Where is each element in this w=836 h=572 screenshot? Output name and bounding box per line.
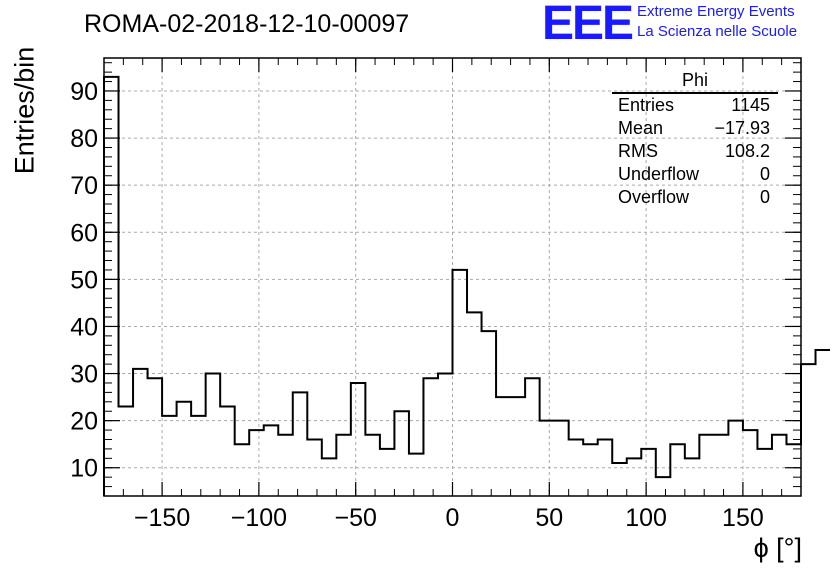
stats-box-title: Phi xyxy=(612,70,778,94)
stats-value: 108.2 xyxy=(724,141,770,161)
y-tick-label: 90 xyxy=(70,78,98,106)
y-tick-label: 30 xyxy=(70,361,98,389)
x-axis-label: ϕ [°] xyxy=(753,533,802,563)
stats-row-entries: Entries 1145 xyxy=(610,94,778,117)
plot-frame xyxy=(103,57,802,497)
x-tick-label: 100 xyxy=(625,504,667,532)
stats-value: 0 xyxy=(759,164,770,184)
y-tick-label: 70 xyxy=(70,172,98,200)
y-tick-label: 10 xyxy=(70,455,98,483)
chart-title: ROMA-02-2018-12-10-00097 xyxy=(84,10,410,38)
stats-label: Overflow xyxy=(618,187,690,207)
x-tick-label: 150 xyxy=(722,504,764,532)
stats-label: Underflow xyxy=(618,164,700,184)
logo-subtitle-1: Extreme Energy Events xyxy=(637,3,795,20)
y-tick-label: 20 xyxy=(70,408,98,436)
y-tick-label: 40 xyxy=(70,313,98,341)
stats-label: Mean xyxy=(618,118,664,138)
x-tick-label: −50 xyxy=(334,504,376,532)
stats-row-mean: Mean −17.93 xyxy=(610,117,778,140)
stats-value: −17.93 xyxy=(714,118,770,138)
x-tick-label: 50 xyxy=(535,504,563,532)
stats-label: RMS xyxy=(618,141,658,161)
x-tick-label: −150 xyxy=(134,504,190,532)
stats-row-underflow: Underflow 0 xyxy=(610,163,778,186)
x-tick-label: −100 xyxy=(231,504,287,532)
axis-ticks xyxy=(103,58,802,496)
stats-label: Entries xyxy=(618,95,675,115)
y-tick-label: 50 xyxy=(70,266,98,294)
stats-value: 0 xyxy=(759,187,770,207)
stats-row-overflow: Overflow 0 xyxy=(610,186,778,209)
stats-row-rms: RMS 108.2 xyxy=(610,140,778,163)
stats-value: 1145 xyxy=(731,95,770,115)
histogram-series xyxy=(103,75,831,496)
stats-box: Phi Entries 1145 Mean −17.93 RMS 108.2 U… xyxy=(610,70,778,209)
logo-subtitle-2: La Scienza nelle Scuole xyxy=(637,23,798,40)
tick-labels: −150 −100 −50 0 50 100 150 10 20 30 40 50 60 70 80 90 xyxy=(70,78,764,532)
eee-logo: EEE xyxy=(542,0,634,50)
y-tick-label: 60 xyxy=(70,219,98,247)
x-tick-label: 0 xyxy=(446,504,460,532)
y-tick-label: 80 xyxy=(70,125,98,153)
